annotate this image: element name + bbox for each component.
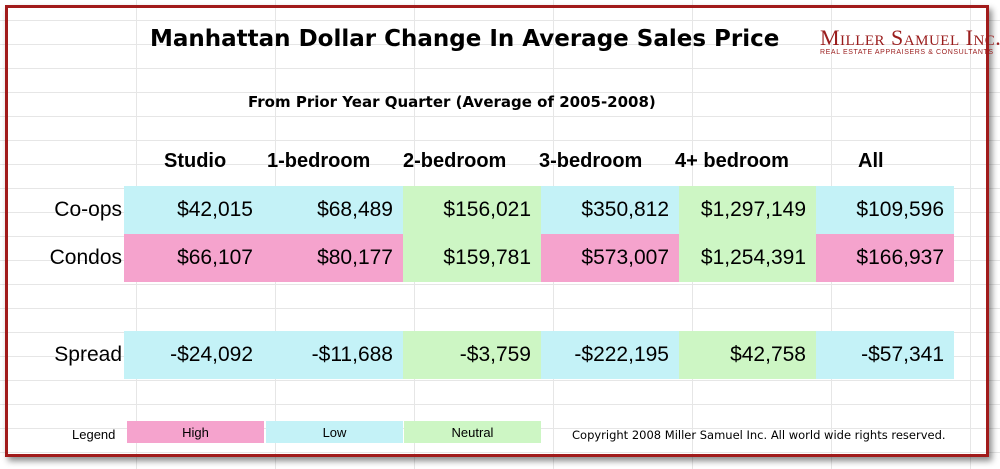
column-header-2-bedroom: 2-bedroom [403,150,507,172]
table-cell: $1,254,391 [679,234,816,282]
column-header-1-bedroom: 1-bedroom [267,150,371,172]
logo-tagline: REAL ESTATE APPRAISERS & CONSULTANTS [820,49,994,56]
table-cell: $166,937 [816,234,954,282]
column-header-all: All [858,150,884,172]
table-cell: $156,021 [403,186,541,234]
chart-frame [5,5,989,457]
table-cell: $42,015 [124,186,263,234]
chart-title: Manhattan Dollar Change In Average Sales… [150,26,780,52]
row-label-condos: Condos [49,246,122,269]
column-header-4-bedroom: 4+ bedroom [675,150,789,172]
table-cell: $66,107 [124,234,263,282]
table-cell: -$24,092 [124,331,263,379]
table-cell: -$11,688 [263,331,403,379]
legend-item-low: Low [266,421,403,443]
table-cell: $159,781 [403,234,541,282]
table-cell: $109,596 [816,186,954,234]
column-header-3-bedroom: 3-bedroom [539,150,643,172]
table-cell: $42,758 [679,331,816,379]
legend-item-high: High [127,421,264,443]
table-cell: -$3,759 [403,331,541,379]
legend-item-neutral: Neutral [404,421,541,443]
legend-label: Legend [72,427,116,442]
table-cell: $80,177 [263,234,403,282]
table-cell: $350,812 [541,186,679,234]
table-cell: -$57,341 [816,331,954,379]
row-label-co-ops: Co-ops [54,198,122,221]
row-label-spread: Spread [54,343,122,366]
table-cell: -$222,195 [541,331,679,379]
copyright-notice: Copyright 2008 Miller Samuel Inc. All wo… [572,428,946,442]
logo-wordmark: Miller Samuel Inc. [820,25,1000,50]
chart-subtitle: From Prior Year Quarter (Average of 2005… [248,93,656,111]
table-cell: $68,489 [263,186,403,234]
table-cell: $573,007 [541,234,679,282]
column-header-studio: Studio [164,150,227,172]
table-cell: $1,297,149 [679,186,816,234]
